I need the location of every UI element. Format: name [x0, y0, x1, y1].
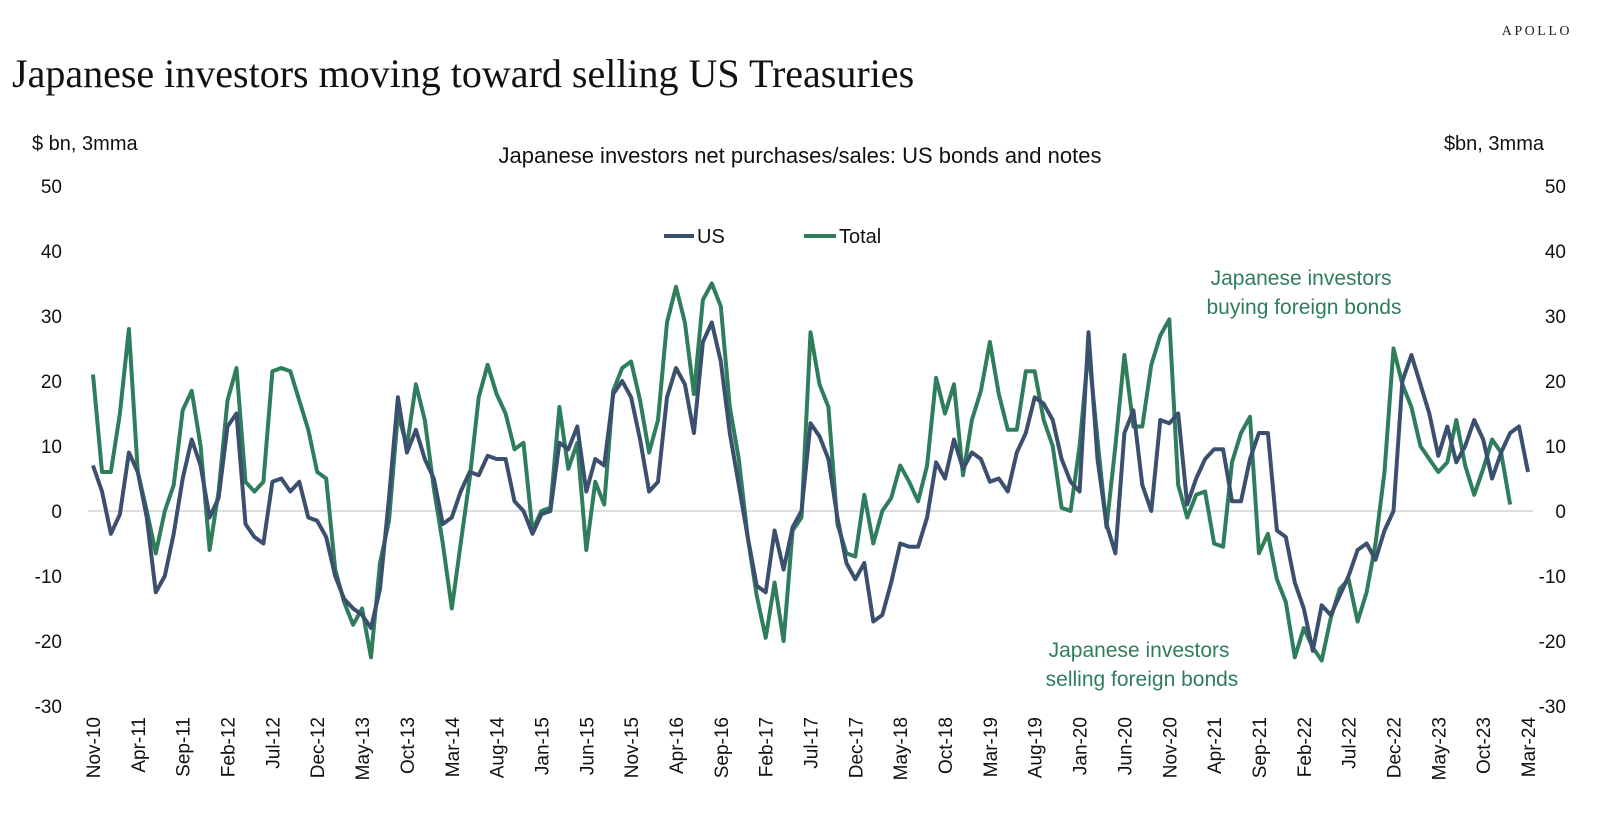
x-tick-label: Mar-14 — [443, 717, 464, 778]
x-tick-label: Jul-22 — [1340, 717, 1361, 769]
x-tick-label: Dec-12 — [308, 717, 329, 778]
x-tick-label: Dec-22 — [1384, 717, 1405, 778]
x-tick-label: Oct-23 — [1474, 717, 1495, 774]
x-tick-label: Oct-18 — [936, 717, 957, 774]
y-tick-left: -20 — [35, 632, 62, 653]
x-tick-label: Oct-13 — [398, 717, 419, 774]
x-tick-label: Sep-11 — [174, 717, 195, 777]
x-tick-label: Aug-19 — [1026, 717, 1047, 778]
x-tick-label: May-13 — [353, 717, 374, 780]
y-tick-left: -30 — [35, 697, 62, 718]
series-line-us — [91, 320, 1530, 653]
x-tick-label: Nov-10 — [84, 717, 105, 778]
x-tick-label: Nov-20 — [1160, 717, 1181, 778]
legend: US Total — [664, 226, 881, 248]
y-tick-right: 20 — [1545, 372, 1566, 393]
y-tick-left: 40 — [41, 242, 62, 263]
y-tick-right: 0 — [1555, 502, 1566, 523]
x-tick-label: Jan-15 — [532, 717, 553, 775]
x-tick-label: Mar-24 — [1519, 717, 1540, 778]
y-tick-left: 10 — [41, 437, 62, 458]
legend-label-us: US — [697, 226, 725, 248]
y-tick-right: 10 — [1545, 437, 1566, 458]
x-tick-label: Apr-16 — [667, 717, 688, 774]
y-axis-left: 50 40 30 20 10 0 -10 -20 -30 — [35, 177, 62, 718]
annotation-selling: Japanese investors selling foreign bonds — [1046, 639, 1239, 691]
x-tick-label: Mar-19 — [981, 717, 1002, 777]
annotation-selling-line-2: selling foreign bonds — [1046, 668, 1239, 691]
y-tick-right: 50 — [1545, 177, 1566, 198]
annotation-selling-line-1: Japanese investors — [1049, 639, 1230, 662]
x-tick-label: Jan-20 — [1071, 717, 1092, 775]
y-axis-right-label: $bn, 3mma — [1444, 133, 1545, 155]
y-tick-left: 20 — [41, 372, 62, 393]
x-tick-label: Nov-15 — [622, 717, 643, 778]
annotation-buying-line-2: buying foreign bonds — [1207, 296, 1402, 319]
x-tick-label: Jun-20 — [1115, 717, 1136, 775]
x-tick-label: Sep-21 — [1250, 717, 1271, 778]
y-tick-right: 30 — [1545, 307, 1566, 328]
brand-logo-text: APOLLO — [1501, 24, 1572, 39]
page-title: Japanese investors moving toward selling… — [12, 51, 915, 96]
y-tick-right: -30 — [1539, 697, 1566, 718]
y-tick-right: -20 — [1539, 632, 1566, 653]
chart-subtitle: Japanese investors net purchases/sales: … — [499, 143, 1102, 168]
x-tick-label: Jul-17 — [802, 717, 823, 769]
annotation-buying-line-1: Japanese investors — [1211, 267, 1392, 290]
x-tick-label: Dec-17 — [846, 717, 867, 778]
y-tick-left: 0 — [51, 502, 62, 523]
y-tick-right: -10 — [1539, 567, 1566, 588]
x-tick-label: Apr-21 — [1205, 717, 1226, 774]
x-tick-label: May-23 — [1429, 717, 1450, 780]
y-tick-left: 30 — [41, 307, 62, 328]
y-tick-left: -10 — [35, 567, 62, 588]
y-axis-left-label: $ bn, 3mma — [32, 133, 138, 155]
y-tick-left: 50 — [41, 177, 62, 198]
x-tick-label: Apr-11 — [129, 717, 150, 773]
x-tick-label: May-18 — [891, 717, 912, 780]
annotation-buying: Japanese investors buying foreign bonds — [1207, 267, 1402, 319]
legend-label-total: Total — [839, 226, 881, 248]
x-tick-label: Aug-14 — [488, 717, 509, 779]
x-tick-label: Sep-16 — [712, 717, 733, 778]
x-tick-label: Feb-12 — [219, 717, 240, 777]
x-axis: Nov-10 Apr-11 Sep-11 Feb-12 Jul-12 Dec-12 May-… — [84, 717, 1540, 781]
x-tick-label: Jul-12 — [263, 717, 284, 769]
y-axis-right: 50 40 30 20 10 0 -10 -20 -30 — [1539, 177, 1566, 718]
x-tick-label: Feb-22 — [1295, 717, 1316, 777]
x-tick-label: Jun-15 — [577, 717, 598, 775]
x-tick-label: Feb-17 — [757, 717, 778, 777]
y-tick-right: 40 — [1545, 242, 1566, 263]
series-line-total — [91, 281, 1513, 663]
